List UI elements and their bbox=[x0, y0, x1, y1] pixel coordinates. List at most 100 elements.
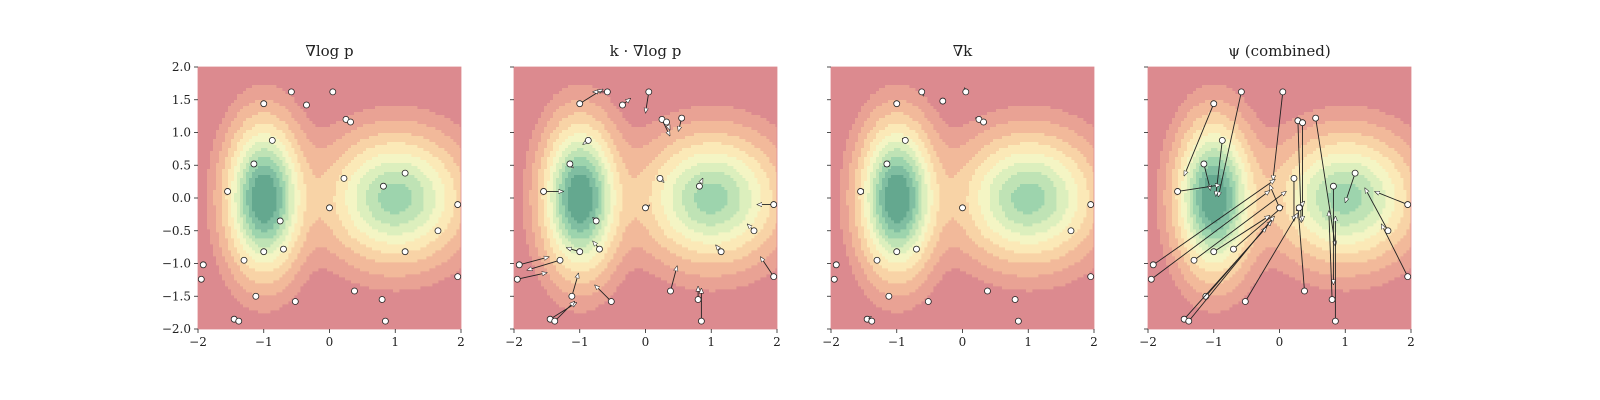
particle-point bbox=[1067, 227, 1075, 235]
contour-level-3 bbox=[1172, 112, 1411, 284]
particles bbox=[513, 88, 778, 325]
contour-level-0 bbox=[514, 67, 777, 329]
x-tick-label: −2 bbox=[189, 335, 207, 349]
density-contours bbox=[514, 67, 777, 329]
particle-point bbox=[893, 248, 901, 256]
particle-point bbox=[1279, 88, 1287, 96]
particle-point bbox=[918, 88, 926, 96]
particle-point bbox=[280, 245, 287, 253]
contour-level-10 bbox=[568, 175, 593, 224]
particle-point bbox=[750, 227, 758, 235]
particle-point bbox=[250, 160, 258, 168]
contour-level-3 bbox=[855, 112, 1094, 284]
particle-point bbox=[515, 261, 523, 269]
contour-level-6 bbox=[550, 142, 752, 254]
panel-title: ∇k bbox=[953, 42, 973, 60]
particle-point bbox=[1190, 256, 1198, 264]
particle-point bbox=[901, 136, 909, 144]
particle-point bbox=[1404, 273, 1412, 281]
particle-point bbox=[1295, 204, 1303, 212]
particle-point bbox=[678, 114, 686, 122]
vector-arrow bbox=[1345, 172, 1356, 202]
vector-arrow bbox=[1298, 206, 1305, 292]
vector-arrow bbox=[1329, 211, 1333, 300]
panel-psi-combined: ψ (combined) −2 −1 0 1 2 bbox=[1139, 42, 1415, 349]
contour-level-4 bbox=[1175, 124, 1407, 272]
particle-point bbox=[454, 273, 462, 281]
particle-point bbox=[329, 88, 337, 96]
particle-point bbox=[197, 275, 205, 283]
panel-title: ∇log p bbox=[305, 42, 353, 60]
particle-point bbox=[199, 261, 207, 269]
contour-level-4 bbox=[541, 124, 773, 272]
particle-point bbox=[1218, 136, 1226, 144]
particle-point bbox=[1241, 298, 1249, 305]
x-tick-label: 1 bbox=[1341, 335, 1349, 349]
contour-level-1 bbox=[523, 85, 777, 314]
particle-point bbox=[1210, 248, 1218, 256]
y-tick-label: 0.0 bbox=[172, 191, 191, 205]
vector-arrow bbox=[527, 259, 561, 270]
particle-point bbox=[260, 248, 268, 256]
particle-point bbox=[962, 88, 970, 96]
x-tick-label: 2 bbox=[457, 335, 465, 349]
particle-point bbox=[924, 298, 932, 305]
contour-level-2 bbox=[1163, 100, 1411, 296]
x-tick-label: 2 bbox=[1090, 335, 1098, 349]
particle-point bbox=[1087, 201, 1095, 208]
contour-level-1 bbox=[840, 85, 1094, 314]
x-tick-label: 2 bbox=[773, 335, 781, 349]
particle-point bbox=[513, 275, 521, 283]
particle-point bbox=[291, 298, 299, 305]
particle-point bbox=[380, 182, 387, 190]
particle-point bbox=[984, 287, 991, 295]
particle-point bbox=[326, 204, 333, 212]
y-tick-label: −2.0 bbox=[162, 322, 191, 336]
particle-point bbox=[885, 292, 893, 300]
x-tick-label: 0 bbox=[959, 335, 967, 349]
vector-arrow bbox=[670, 266, 677, 292]
particle-point bbox=[1200, 160, 1208, 168]
particle-point bbox=[268, 136, 276, 144]
vector-arrow bbox=[1375, 191, 1408, 205]
contour-level-0 bbox=[198, 67, 461, 329]
contour-level-8 bbox=[876, 157, 1045, 239]
x-tick-label: −1 bbox=[1205, 335, 1223, 349]
particle-point bbox=[584, 136, 592, 144]
vector-arrow bbox=[1218, 91, 1242, 197]
particle-point bbox=[980, 118, 987, 126]
particle-point bbox=[770, 273, 778, 281]
particle-point bbox=[240, 256, 248, 264]
particle-point bbox=[1331, 317, 1339, 325]
contour-level-10 bbox=[885, 175, 910, 224]
x-tick-label: −2 bbox=[822, 335, 840, 349]
contour-level-6 bbox=[867, 142, 1069, 254]
particle-point bbox=[832, 261, 840, 269]
particle-point bbox=[556, 256, 564, 264]
particle-point bbox=[656, 174, 664, 182]
particle-point bbox=[252, 292, 260, 300]
particle-point bbox=[1147, 275, 1155, 283]
density-contours bbox=[198, 67, 461, 329]
particle-point bbox=[1276, 204, 1283, 212]
x-tick-label: 0 bbox=[326, 335, 334, 349]
particle-point bbox=[1290, 174, 1298, 182]
particle-point bbox=[873, 256, 881, 264]
particle-point bbox=[1087, 273, 1095, 281]
vector-arrow bbox=[1153, 180, 1275, 266]
particle-point bbox=[868, 317, 876, 325]
particle-point bbox=[883, 160, 891, 168]
particle-point bbox=[303, 101, 310, 109]
particle-point bbox=[224, 188, 231, 195]
vector-arrow bbox=[1193, 191, 1286, 261]
particle-point bbox=[540, 188, 547, 195]
density-contours bbox=[831, 67, 1094, 329]
contour-level-1 bbox=[207, 85, 461, 314]
particle-point bbox=[381, 317, 389, 325]
particle-point bbox=[603, 88, 611, 96]
particle-point bbox=[1299, 119, 1306, 127]
x-tick-label: 1 bbox=[391, 335, 399, 349]
vector-arrow bbox=[1151, 191, 1269, 280]
contour-level-2 bbox=[213, 100, 461, 296]
contour-level-6 bbox=[234, 142, 436, 254]
